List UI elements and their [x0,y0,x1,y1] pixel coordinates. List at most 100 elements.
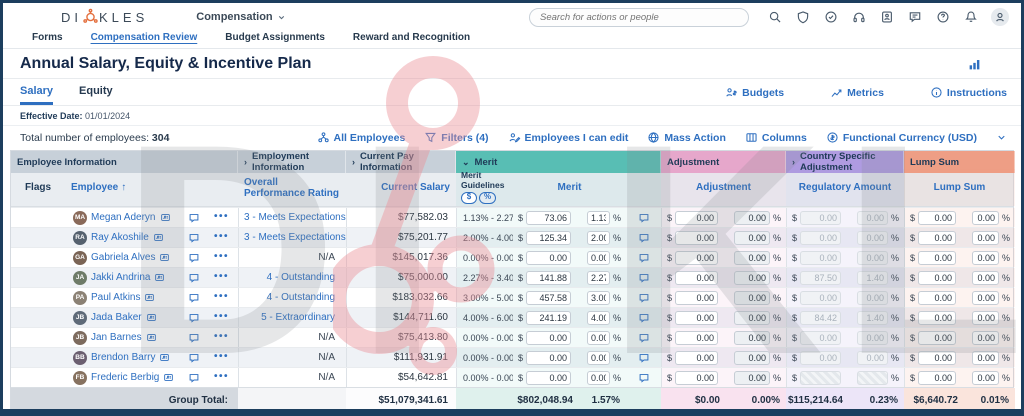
col-header-current-salary[interactable]: Current Salary [381,182,450,193]
guidelines-dollar-toggle[interactable]: $ [461,191,477,204]
subtab-salary[interactable]: Salary [20,85,54,105]
lump-sum-amount-input[interactable] [918,370,956,385]
lump-sum-percent-input[interactable] [972,370,999,385]
employee-name-link[interactable]: Jada Baker [91,312,142,323]
merit-percent-input[interactable] [587,350,610,365]
toolbar-filters-4-[interactable]: Filters (4) [424,131,489,144]
toolbar-chevron-down-icon[interactable] [996,132,1007,143]
chat-button[interactable] [907,10,922,25]
adjustment-percent-input[interactable] [734,330,770,345]
toolbar-employees-i-can-edit[interactable]: Employees I can edit [508,131,628,144]
lump-sum-percent-input[interactable] [972,330,999,345]
comment-icon[interactable] [638,292,650,304]
employee-name-link[interactable]: Paul Atkins [91,292,141,303]
more-actions-button[interactable]: ••• [213,310,229,322]
adjustment-percent-input[interactable] [734,350,770,365]
employee-name-link[interactable]: Frederic Berbig [91,372,160,383]
merit-percent-input[interactable] [587,230,610,245]
employee-name-link[interactable]: Jan Barnes [91,332,142,343]
chevron-right-icon[interactable]: › [792,157,795,167]
comment-icon[interactable] [188,252,200,264]
chart-icon[interactable] [968,58,981,71]
rating-link[interactable]: 4 - Outstanding [266,272,335,283]
merit-amount-input[interactable] [526,350,571,365]
rating-link[interactable]: 3 - Meets Expectations [244,212,346,223]
col-header-regulatory-amount[interactable]: Regulatory Amount [786,169,904,206]
employee-name-link[interactable]: Ray Akoshile [91,232,149,243]
chevron-right-icon[interactable]: › [352,157,355,167]
employee-name-link[interactable]: Gabriela Alves [91,252,156,263]
adjustment-amount-input[interactable] [675,230,718,245]
adjustment-percent-input[interactable] [734,250,770,265]
bell-button[interactable] [963,10,978,25]
group-country-specific-adjustment[interactable]: › Country Specific Adjustment [786,151,904,173]
adjustment-percent-input[interactable] [734,310,770,325]
adjustment-amount-input[interactable] [675,330,718,345]
more-actions-button[interactable]: ••• [213,250,229,262]
merit-amount-input[interactable] [526,250,571,265]
comment-icon[interactable] [188,312,200,324]
chevron-right-icon[interactable]: › [244,157,247,167]
id-card-icon[interactable] [153,232,164,243]
merit-amount-input[interactable] [526,290,571,305]
comment-icon[interactable] [188,272,200,284]
merit-amount-input[interactable] [526,230,571,245]
help-button[interactable] [935,10,950,25]
comment-icon[interactable] [188,212,200,224]
rating-link[interactable]: 3 - Meets Expectations [244,232,346,243]
tab-budget-assignments[interactable]: Budget Assignments [225,32,325,43]
col-header-employee[interactable]: Employee ↑ [71,182,127,193]
lump-sum-amount-input[interactable] [918,210,956,225]
comment-icon[interactable] [188,352,200,364]
more-actions-button[interactable]: ••• [213,290,229,302]
lump-sum-amount-input[interactable] [918,230,956,245]
headset-button[interactable] [851,10,866,25]
subtab-equity[interactable]: Equity [79,85,113,97]
toolbar-columns[interactable]: Columns [745,131,807,144]
brand-logo[interactable]: DI KLES [61,8,148,27]
lump-sum-amount-input[interactable] [918,250,956,265]
lump-sum-percent-input[interactable] [972,210,999,225]
merit-amount-input[interactable] [526,310,571,325]
lump-sum-percent-input[interactable] [972,350,999,365]
id-card-icon[interactable] [159,352,170,363]
lump-sum-percent-input[interactable] [972,270,999,285]
guidelines-percent-toggle[interactable]: % [479,191,497,204]
directory-button[interactable] [879,10,894,25]
id-card-icon[interactable] [144,292,155,303]
merit-percent-input[interactable] [587,330,610,345]
employee-name-link[interactable]: Brendon Barry [91,352,156,363]
toolbar-mass-action[interactable]: Mass Action [647,131,726,144]
comment-icon[interactable] [638,252,650,264]
adjustment-percent-input[interactable] [734,210,770,225]
metrics-button[interactable]: Metrics [830,86,884,99]
more-actions-button[interactable]: ••• [213,230,229,242]
group-employment-information[interactable]: › Employment Information [238,151,346,173]
employee-name-link[interactable]: Megan Aderyn [91,212,156,223]
comment-icon[interactable] [638,352,650,364]
merit-amount-input[interactable] [526,370,571,385]
adjustment-percent-input[interactable] [734,290,770,305]
chevron-down-icon[interactable]: ⌄ [462,156,470,167]
comment-icon[interactable] [638,212,650,224]
comment-icon[interactable] [638,312,650,324]
clock-check-button[interactable] [823,10,838,25]
id-card-icon[interactable] [160,212,171,223]
group-merit[interactable]: ⌄ Merit [456,151,661,173]
budgets-button[interactable]: Budgets [725,86,784,99]
adjustment-percent-input[interactable] [734,270,770,285]
adjustment-amount-input[interactable] [675,310,718,325]
merit-percent-input[interactable] [587,210,610,225]
id-card-icon[interactable] [163,372,174,383]
adjustment-percent-input[interactable] [734,370,770,385]
merit-amount-input[interactable] [526,210,571,225]
more-actions-button[interactable]: ••• [213,270,229,282]
sort-ascending-icon[interactable]: ↑ [121,182,127,193]
adjustment-percent-input[interactable] [734,230,770,245]
col-header-overall-performance-rating[interactable]: Overall Performance Rating [244,176,340,199]
comment-icon[interactable] [638,332,650,344]
search-button[interactable] [767,10,782,25]
comment-icon[interactable] [638,272,650,284]
shield-button[interactable] [795,10,810,25]
toolbar-all-employees[interactable]: All Employees [317,131,405,144]
